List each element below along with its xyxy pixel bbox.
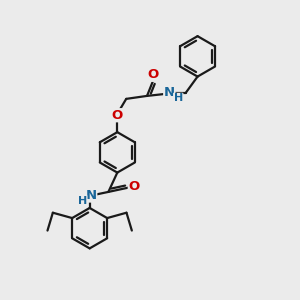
Text: H: H [78, 196, 87, 206]
Text: O: O [112, 109, 123, 122]
Text: N: N [164, 86, 175, 99]
Text: O: O [147, 68, 159, 81]
Text: O: O [128, 180, 140, 194]
Text: H: H [174, 93, 183, 103]
Text: N: N [85, 189, 97, 202]
